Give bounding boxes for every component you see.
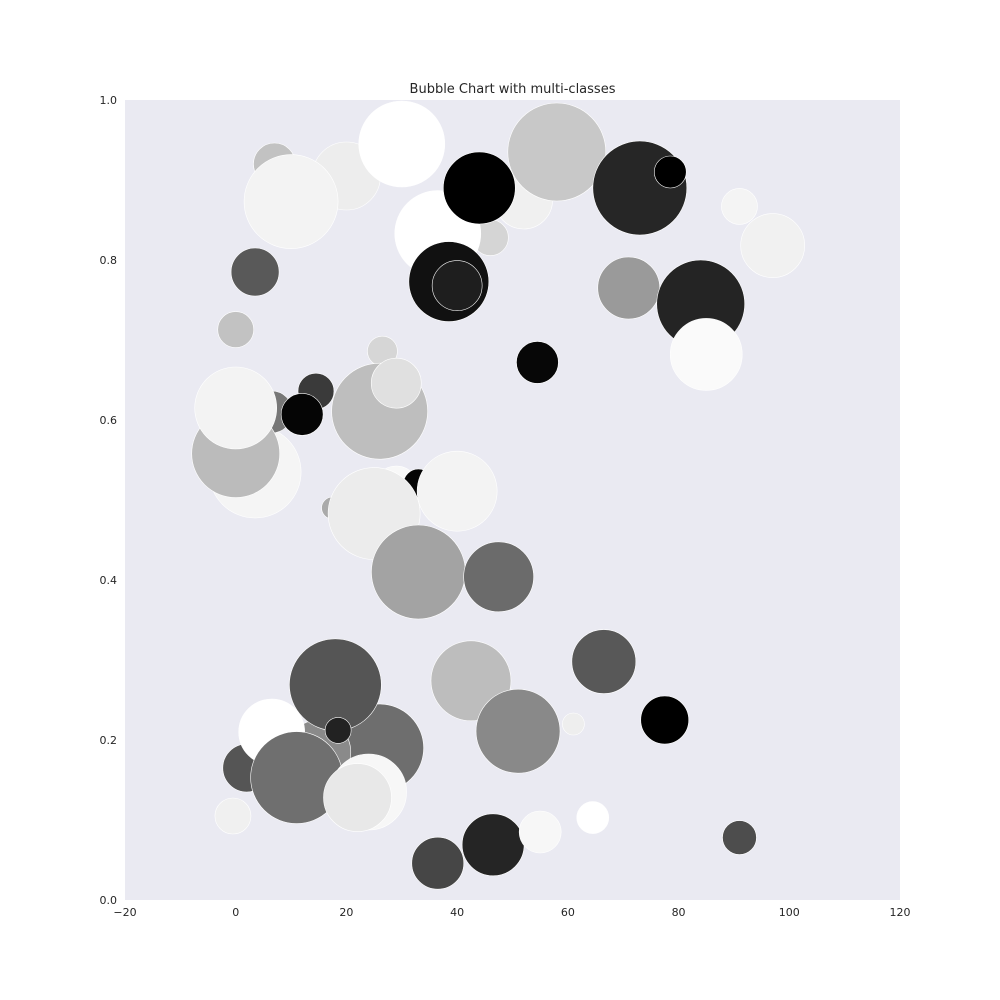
x-tick-label: 0 <box>232 906 239 919</box>
bubble-point-13 <box>214 797 252 835</box>
bubble-point-34 <box>516 341 559 384</box>
y-tick-label: 0.0 <box>100 894 118 907</box>
y-axis-ticks: 0.0 0.2 0.4 0.6 0.8 1.0 <box>100 94 118 907</box>
bubble-point-29 <box>597 256 661 320</box>
bubble-point-28 <box>230 247 280 297</box>
bubble-point-15 <box>358 100 446 188</box>
bubble-point-38 <box>370 357 422 409</box>
bubble-point-18 <box>243 154 339 249</box>
x-tick-label: 120 <box>890 906 911 919</box>
x-tick-label: 100 <box>779 906 800 919</box>
y-tick-label: 0.6 <box>100 414 118 427</box>
bubble-point-58 <box>722 820 757 855</box>
y-tick-label: 0.2 <box>100 734 118 747</box>
x-tick-label: 80 <box>672 906 686 919</box>
bubble-point-32 <box>217 311 255 348</box>
bubble-point-22 <box>431 260 483 311</box>
x-tick-label: 20 <box>339 906 353 919</box>
bubble-point-27 <box>740 213 805 278</box>
bubble-point-47 <box>571 629 637 694</box>
bubble-point-55 <box>461 813 525 877</box>
bubble-point-50 <box>475 688 561 774</box>
bubble-point-25 <box>653 155 687 189</box>
chart-title: Bubble Chart with multi-classes <box>410 82 616 97</box>
bubble-point-31 <box>669 318 743 391</box>
x-axis-ticks: −20 0 20 40 60 80 100 120 <box>113 906 910 919</box>
bubble-point-56 <box>518 810 562 854</box>
bubble-point-49 <box>324 717 352 744</box>
bubble-point-45 <box>289 638 382 732</box>
bubble-point-42 <box>416 450 498 532</box>
bubble-point-40 <box>194 366 278 450</box>
bubble-point-36 <box>280 393 324 436</box>
bubble-point-26 <box>721 188 758 225</box>
bubble-point-43 <box>371 524 466 620</box>
y-tick-label: 0.4 <box>100 574 118 587</box>
bubble-point-48 <box>640 695 690 745</box>
bubble-point-16 <box>507 102 607 202</box>
y-tick-label: 1.0 <box>100 94 118 107</box>
bubble-point-23 <box>442 151 516 225</box>
bubble-point-44 <box>463 541 534 613</box>
bubble-point-57 <box>576 801 610 834</box>
y-tick-label: 0.8 <box>100 254 118 267</box>
x-tick-label: 40 <box>450 906 464 919</box>
bubble-point-54 <box>411 836 465 890</box>
bubbles-layer <box>191 100 805 890</box>
x-tick-label: 60 <box>561 906 575 919</box>
bubble-point-53 <box>323 763 392 832</box>
bubble-point-14 <box>562 712 585 736</box>
x-tick-label: −20 <box>113 906 136 919</box>
